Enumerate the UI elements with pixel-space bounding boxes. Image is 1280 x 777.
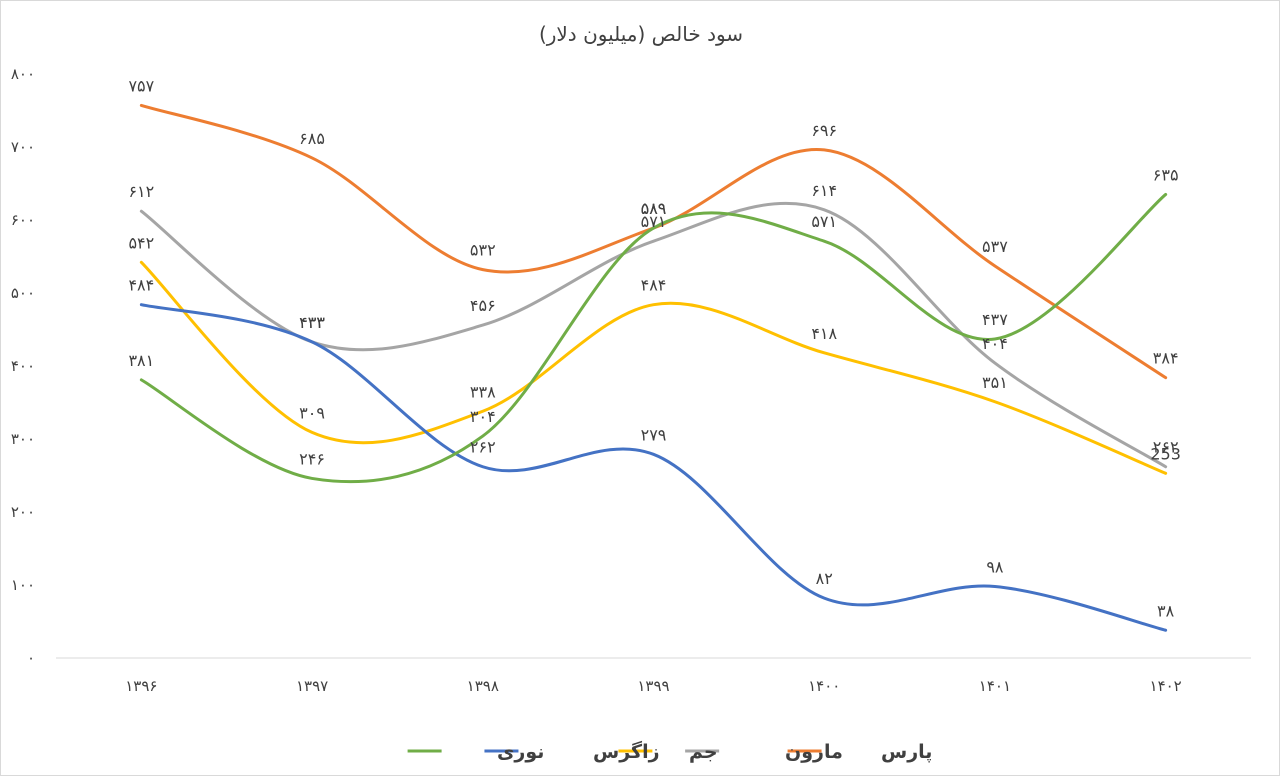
data-label: ۳۰۹: [299, 403, 325, 422]
y-tick-label: ۶۰۰: [11, 211, 35, 229]
data-label: ۸۲: [816, 569, 833, 588]
y-tick-label: ۱۰۰: [11, 576, 35, 594]
chart-title: سود خالص (میلیون دلار): [539, 22, 743, 46]
series-lines: [139, 103, 1168, 632]
data-label: ۵۳۲: [470, 241, 496, 260]
data-label: ۹۸: [986, 557, 1004, 576]
data-label: ۵۷۱: [811, 212, 837, 231]
series-line-4: [139, 192, 1168, 484]
data-label: ۴۱۸: [811, 324, 837, 343]
y-axis-ticks: ۰ ۱۰۰ ۲۰۰ ۳۰۰ ۴۰۰ ۵۰۰ ۶۰۰ ۷۰۰ ۸۰۰: [11, 65, 35, 667]
x-tick-label: ۱۴۰۱: [979, 677, 1011, 695]
legend-label: جم: [689, 741, 718, 763]
y-tick-label: ۴۰۰: [11, 357, 35, 375]
legend: پارس مارون جم زاگرس نوری: [407, 740, 932, 763]
y-tick-label: ۰: [27, 649, 35, 667]
data-label: ۳۵۱: [982, 373, 1008, 392]
data-label: ۴۸۴: [641, 276, 667, 295]
x-tick-label: ۱۴۰۲: [1150, 677, 1182, 695]
data-label: 253: [1150, 444, 1181, 463]
data-label: ۳۳۸: [470, 382, 496, 401]
data-label: ۳۸: [1157, 601, 1175, 620]
y-tick-label: ۲۰۰: [11, 503, 35, 521]
data-label: ۲۶۲: [470, 438, 496, 457]
legend-label: مارون: [785, 741, 843, 763]
data-label: ۶۱۴: [811, 181, 837, 200]
y-tick-label: ۵۰۰: [11, 284, 35, 302]
data-label: ۲۴۶: [299, 449, 325, 468]
legend-label: نوری: [497, 741, 544, 763]
data-label: ۵۸۹: [641, 199, 667, 218]
data-label: ۵۴۲: [128, 233, 154, 252]
data-labels: ۷۵۷ ۶۸۵ ۵۳۲ ۵۸۹ ۶۹۶ ۵۳۷ ۳۸۴ ۶۱۲ ۴۳۳ ۴۵۶ ۵۷۱ ۶۱۴ ۴۰۴ ۲…: [128, 76, 1180, 620]
x-tick-label: ۱۳۹۸: [467, 677, 499, 695]
data-label: ۳۸۴: [1153, 349, 1179, 368]
x-tick-label: ۱۳۹۶: [125, 677, 157, 695]
data-label: ۲۷۹: [641, 425, 667, 444]
data-label: ۴۳۳: [299, 313, 325, 332]
x-tick-label: ۱۳۹۷: [296, 677, 328, 695]
data-label: ۶۸۵: [299, 129, 325, 148]
data-label: ۷۵۷: [128, 76, 154, 95]
y-tick-label: ۸۰۰: [11, 65, 35, 83]
data-label: ۶۹۶: [811, 121, 837, 140]
data-label: ۳۸۱: [128, 351, 154, 370]
data-label: ۵۳۷: [982, 237, 1008, 256]
data-label: ۴۵۶: [470, 296, 496, 315]
series-line-2: [139, 260, 1168, 475]
data-label: ۶۳۵: [1153, 165, 1179, 184]
y-tick-label: ۷۰۰: [11, 138, 35, 156]
legend-label: پارس: [881, 741, 932, 763]
data-label: ۴۰۴: [982, 334, 1008, 353]
series-line-3: [139, 303, 1168, 632]
x-tick-label: ۱۳۹۹: [637, 677, 669, 695]
x-tick-label: ۱۴۰۰: [808, 677, 840, 695]
data-label: ۲۶۲: [1153, 438, 1179, 457]
x-axis-ticks: ۱۳۹۶ ۱۳۹۷ ۱۳۹۸ ۱۳۹۹ ۱۴۰۰ ۱۴۰۱ ۱۴۰۲: [125, 677, 1182, 695]
data-label: ۳۰۴: [470, 407, 496, 426]
data-label: ۴۸۴: [128, 276, 154, 295]
data-label: ۶۱۲: [128, 182, 154, 201]
data-label: ۵۷۱: [641, 212, 667, 231]
data-label: ۴۳۷: [982, 310, 1008, 329]
y-tick-label: ۳۰۰: [11, 430, 35, 448]
data-label: ۵۸۹: [641, 199, 667, 218]
legend-label: زاگرس: [593, 740, 660, 763]
data-label: ۴۳۳: [299, 313, 325, 332]
